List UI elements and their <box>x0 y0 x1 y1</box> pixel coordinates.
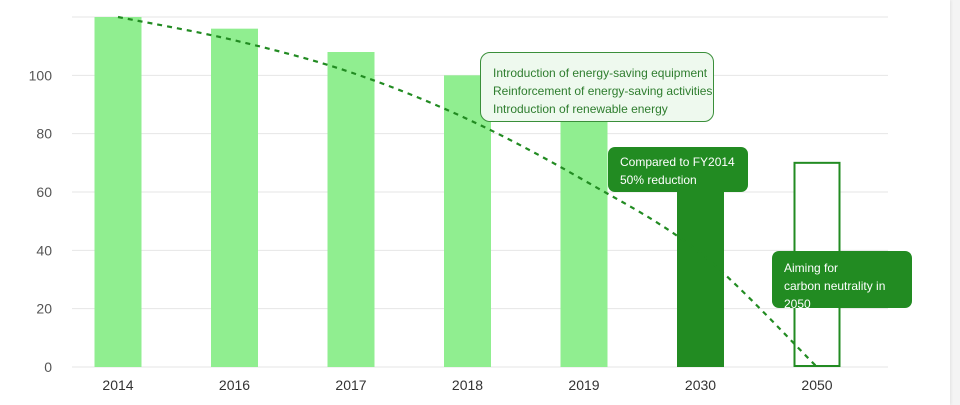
annotation-line: 50% reduction <box>620 173 697 187</box>
x-tick-label: 2030 <box>685 377 716 393</box>
y-axis-ticks: 0 20 40 60 80 100 <box>29 67 53 375</box>
bar-2018 <box>444 75 491 367</box>
x-axis-ticks: 2014 2016 2017 2018 2019 2030 2050 <box>102 377 832 393</box>
bar-2014 <box>94 17 142 367</box>
annotation-line: Compared to FY2014 <box>620 155 735 169</box>
bar-2017 <box>327 52 375 367</box>
annotation-measures: Introduction of energy-saving equipment … <box>480 52 714 122</box>
y-tick-label: 80 <box>36 126 52 142</box>
bars <box>94 17 841 368</box>
x-tick-label: 2014 <box>102 377 133 393</box>
x-tick-label: 2018 <box>452 377 483 393</box>
y-tick-label: 40 <box>36 242 52 258</box>
annotation-line: carbon neutrality in <box>784 279 886 293</box>
annotation-line: Introduction of renewable energy <box>493 102 668 116</box>
annotation-line: Reinforcement of energy-saving activitie… <box>493 84 713 98</box>
y-tick-label: 20 <box>36 301 52 317</box>
x-tick-label: 2050 <box>801 377 832 393</box>
trend-line-group <box>117 15 818 368</box>
annotation-2050-target: Aiming for carbon neutrality in 2050 <box>772 251 912 311</box>
annotation-line: Introduction of energy-saving equipment <box>493 66 708 80</box>
x-tick-label: 2017 <box>335 377 366 393</box>
bar-2019 <box>560 98 608 368</box>
annotation-2030-target: Compared to FY2014 50% reduction <box>608 147 748 192</box>
bar-2016 <box>211 28 258 368</box>
y-tick-label: 0 <box>44 359 52 375</box>
x-tick-label: 2019 <box>568 377 599 393</box>
trend-line <box>117 15 818 368</box>
annotation-line: Aiming for <box>784 261 839 275</box>
y-tick-label: 100 <box>29 67 53 83</box>
annotation-line: 2050 <box>784 297 811 311</box>
y-tick-label: 60 <box>36 184 52 200</box>
x-tick-label: 2016 <box>219 377 250 393</box>
bar-2030 <box>677 192 724 367</box>
